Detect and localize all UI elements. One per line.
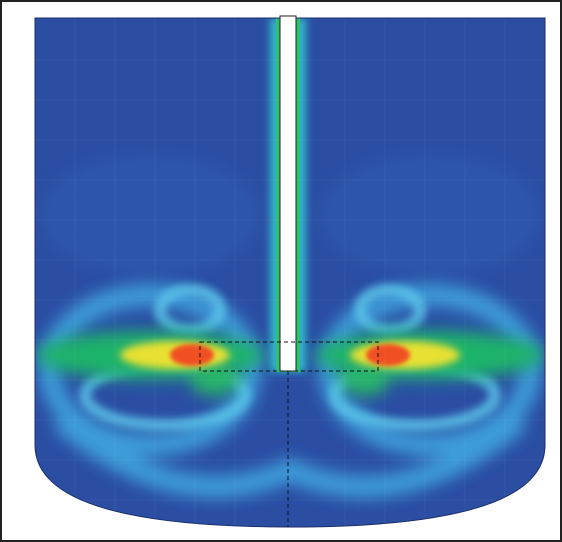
tank-outline xyxy=(34,17,546,528)
impeller-region xyxy=(199,341,379,527)
shaft xyxy=(279,15,297,372)
